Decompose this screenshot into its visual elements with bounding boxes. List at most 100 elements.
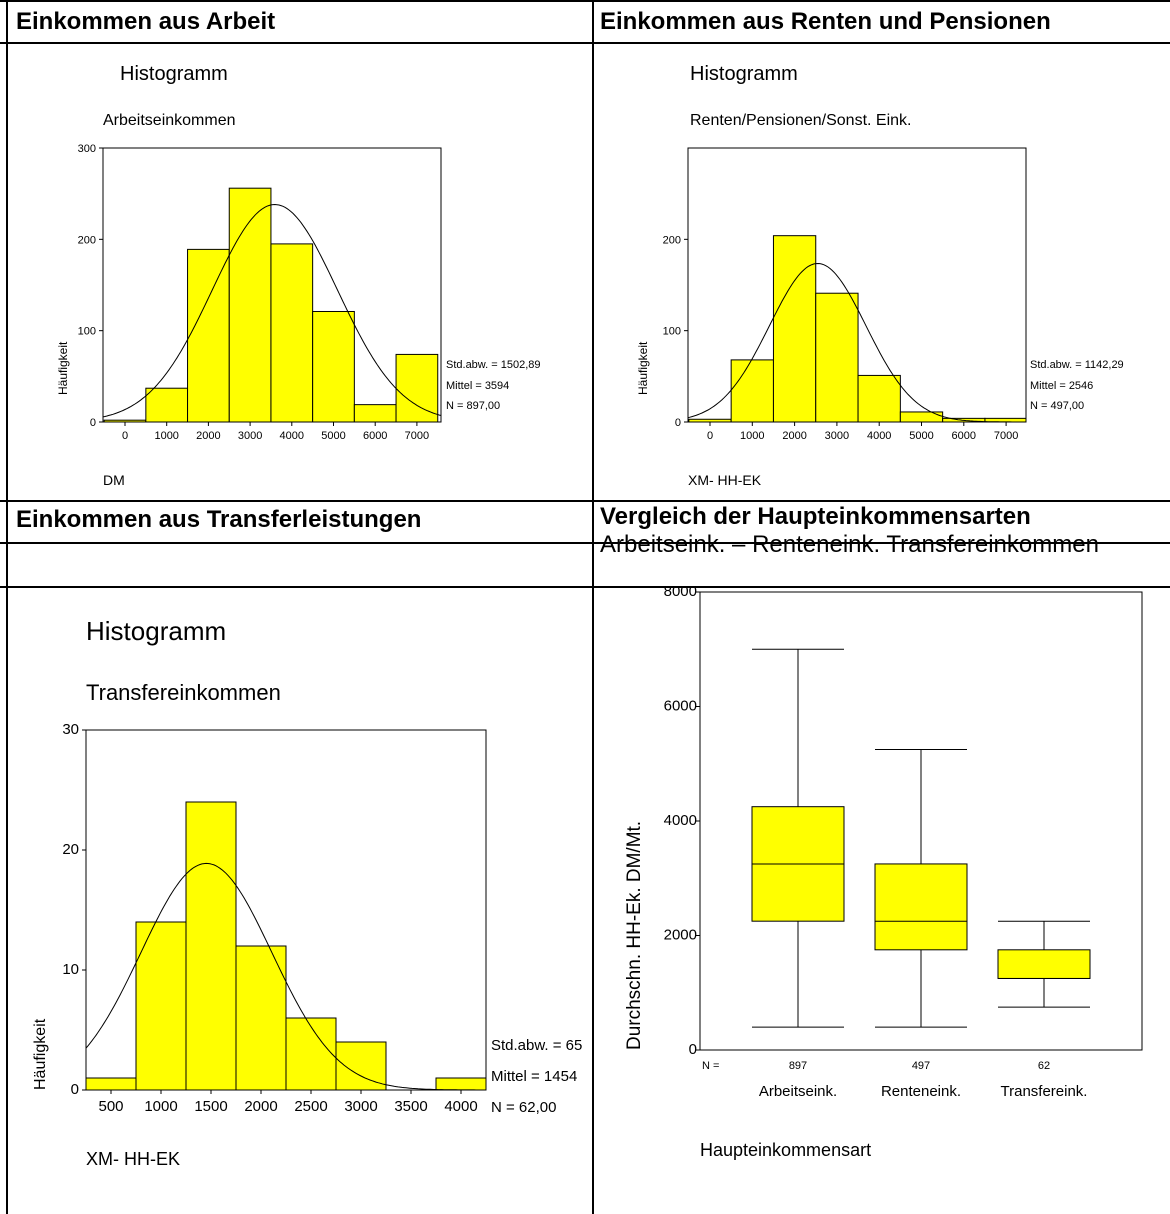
histogram-bar xyxy=(285,1017,337,1091)
histogram-title: Histogramm xyxy=(120,63,228,85)
x-tick-label: 2000 xyxy=(196,430,220,442)
x-tick-label: 0 xyxy=(122,430,128,442)
x-axis-label: DM xyxy=(103,472,125,488)
stats-label: Std.abw. = 1502,89 xyxy=(446,359,541,371)
stats-label: N = 897,00 xyxy=(446,400,500,412)
y-axis-label: Häufigkeit xyxy=(636,341,650,395)
n-count-label: 897 xyxy=(789,1060,807,1072)
y-tick-label: 100 xyxy=(663,326,681,338)
category-label: Renteneink. xyxy=(881,1083,961,1100)
x-axis-label: XM- HH-EK xyxy=(688,472,762,488)
x-tick-label: 6000 xyxy=(952,430,976,442)
box xyxy=(997,949,1091,979)
histogram-bar xyxy=(270,243,314,423)
n-count-label: 62 xyxy=(1038,1060,1050,1072)
x-tick-label: 1000 xyxy=(144,1098,177,1115)
histogram-bar xyxy=(185,801,237,1091)
x-tick-label: 3000 xyxy=(825,430,849,442)
x-tick-label: 4000 xyxy=(444,1098,477,1115)
header-vergleich-subtitle: Arbeitseink. – Renteneink. Transfereinko… xyxy=(600,531,1099,558)
x-tick-label: 0 xyxy=(707,430,713,442)
x-tick-label: 3500 xyxy=(394,1098,427,1115)
y-tick-label: 10 xyxy=(62,961,79,978)
y-tick-label: 200 xyxy=(78,234,96,246)
x-tick-label: 1000 xyxy=(154,430,178,442)
histogram-title: Histogramm xyxy=(690,63,798,85)
histogram-bar xyxy=(135,921,187,1091)
y-tick-label: 8000 xyxy=(664,583,697,600)
histogram-bar xyxy=(103,419,147,423)
histogram-bar xyxy=(435,1077,487,1091)
normal-curve xyxy=(102,203,442,418)
x-tick-label: 7000 xyxy=(405,430,429,442)
x-tick-label: 1000 xyxy=(740,430,764,442)
x-tick-label: 7000 xyxy=(994,430,1018,442)
histogram-bar xyxy=(730,359,774,423)
y-tick-label: 200 xyxy=(663,234,681,246)
y-tick-label: 0 xyxy=(90,417,96,429)
x-tick-label: 1500 xyxy=(194,1098,227,1115)
y-tick-label: 0 xyxy=(675,417,681,429)
x-tick-label: 3000 xyxy=(344,1098,377,1115)
x-tick-label: 2500 xyxy=(294,1098,327,1115)
histogram-bar xyxy=(353,404,397,423)
stats-label: Mittel = 3594 xyxy=(446,380,509,392)
x-axis-label: Haupteinkommensart xyxy=(700,1140,871,1160)
header-transfer: Einkommen aus Transferleistungen xyxy=(16,506,422,533)
n-count-label: 497 xyxy=(912,1060,930,1072)
x-tick-label: 3000 xyxy=(238,430,262,442)
y-tick-label: 20 xyxy=(62,841,79,858)
y-tick-label: 300 xyxy=(78,143,96,155)
x-tick-label: 2000 xyxy=(782,430,806,442)
y-tick-label: 30 xyxy=(62,721,79,738)
histogram-bar xyxy=(85,1077,137,1091)
x-tick-label: 4000 xyxy=(280,430,304,442)
histogram-bar xyxy=(772,235,817,423)
x-tick-label: 2000 xyxy=(244,1098,277,1115)
normal-curve xyxy=(85,862,486,1091)
header-vergleich: Vergleich der Haupteinkommensarten xyxy=(600,503,1031,530)
stats-label: Mittel = 2546 xyxy=(1030,380,1093,392)
stats-label: N = 62,00 xyxy=(491,1099,556,1116)
y-axis-label: Häufigkeit xyxy=(56,341,70,395)
x-tick-label: 5000 xyxy=(321,430,345,442)
stats-label: N = 497,00 xyxy=(1030,400,1084,412)
histogram-bar xyxy=(688,418,732,423)
normal-curve xyxy=(687,262,1026,423)
x-tick-label: 500 xyxy=(98,1098,123,1115)
histogram-bar xyxy=(857,374,901,423)
y-tick-label: 0 xyxy=(689,1041,697,1058)
header-renten: Einkommen aus Renten und Pensionen xyxy=(600,8,1051,35)
histogram-bar xyxy=(187,248,230,423)
y-tick-label: 100 xyxy=(78,326,96,338)
x-tick-label: 5000 xyxy=(909,430,933,442)
histogram-bar xyxy=(228,187,272,423)
histogram-bar xyxy=(815,292,859,423)
stats-label: Std.abw. = 65 xyxy=(491,1037,582,1054)
histogram-subtitle: Arbeitseinkommen xyxy=(103,112,236,129)
histogram-bar xyxy=(899,411,944,423)
y-tick-label: 2000 xyxy=(664,927,697,944)
n-label: N = xyxy=(702,1060,719,1072)
y-tick-label: 0 xyxy=(71,1081,79,1098)
category-label: Arbeitseink. xyxy=(759,1083,837,1100)
stats-label: Mittel = 1454 xyxy=(491,1068,577,1085)
y-axis-label: Häufigkeit xyxy=(32,1018,49,1090)
histogram-subtitle: Renten/Pensionen/Sonst. Eink. xyxy=(690,112,911,129)
header-arbeit: Einkommen aus Arbeit xyxy=(16,8,276,35)
box xyxy=(874,863,968,951)
x-axis-label: XM- HH-EK xyxy=(86,1149,180,1169)
category-label: Transfereink. xyxy=(1001,1083,1088,1100)
histogram-bar xyxy=(312,310,355,423)
y-axis-label: Durchschn. HH-Ek. DM/Mt. xyxy=(624,821,645,1050)
histogram-title: Histogramm xyxy=(86,616,226,646)
y-tick-label: 6000 xyxy=(664,698,697,715)
histogram-bar xyxy=(335,1041,387,1091)
y-tick-label: 4000 xyxy=(664,812,697,829)
x-tick-label: 4000 xyxy=(867,430,891,442)
histogram-subtitle: Transfereinkommen xyxy=(86,680,281,705)
histogram-bar xyxy=(235,945,287,1091)
histogram-bar xyxy=(145,387,189,423)
stats-label: Std.abw. = 1142,29 xyxy=(1030,359,1124,371)
